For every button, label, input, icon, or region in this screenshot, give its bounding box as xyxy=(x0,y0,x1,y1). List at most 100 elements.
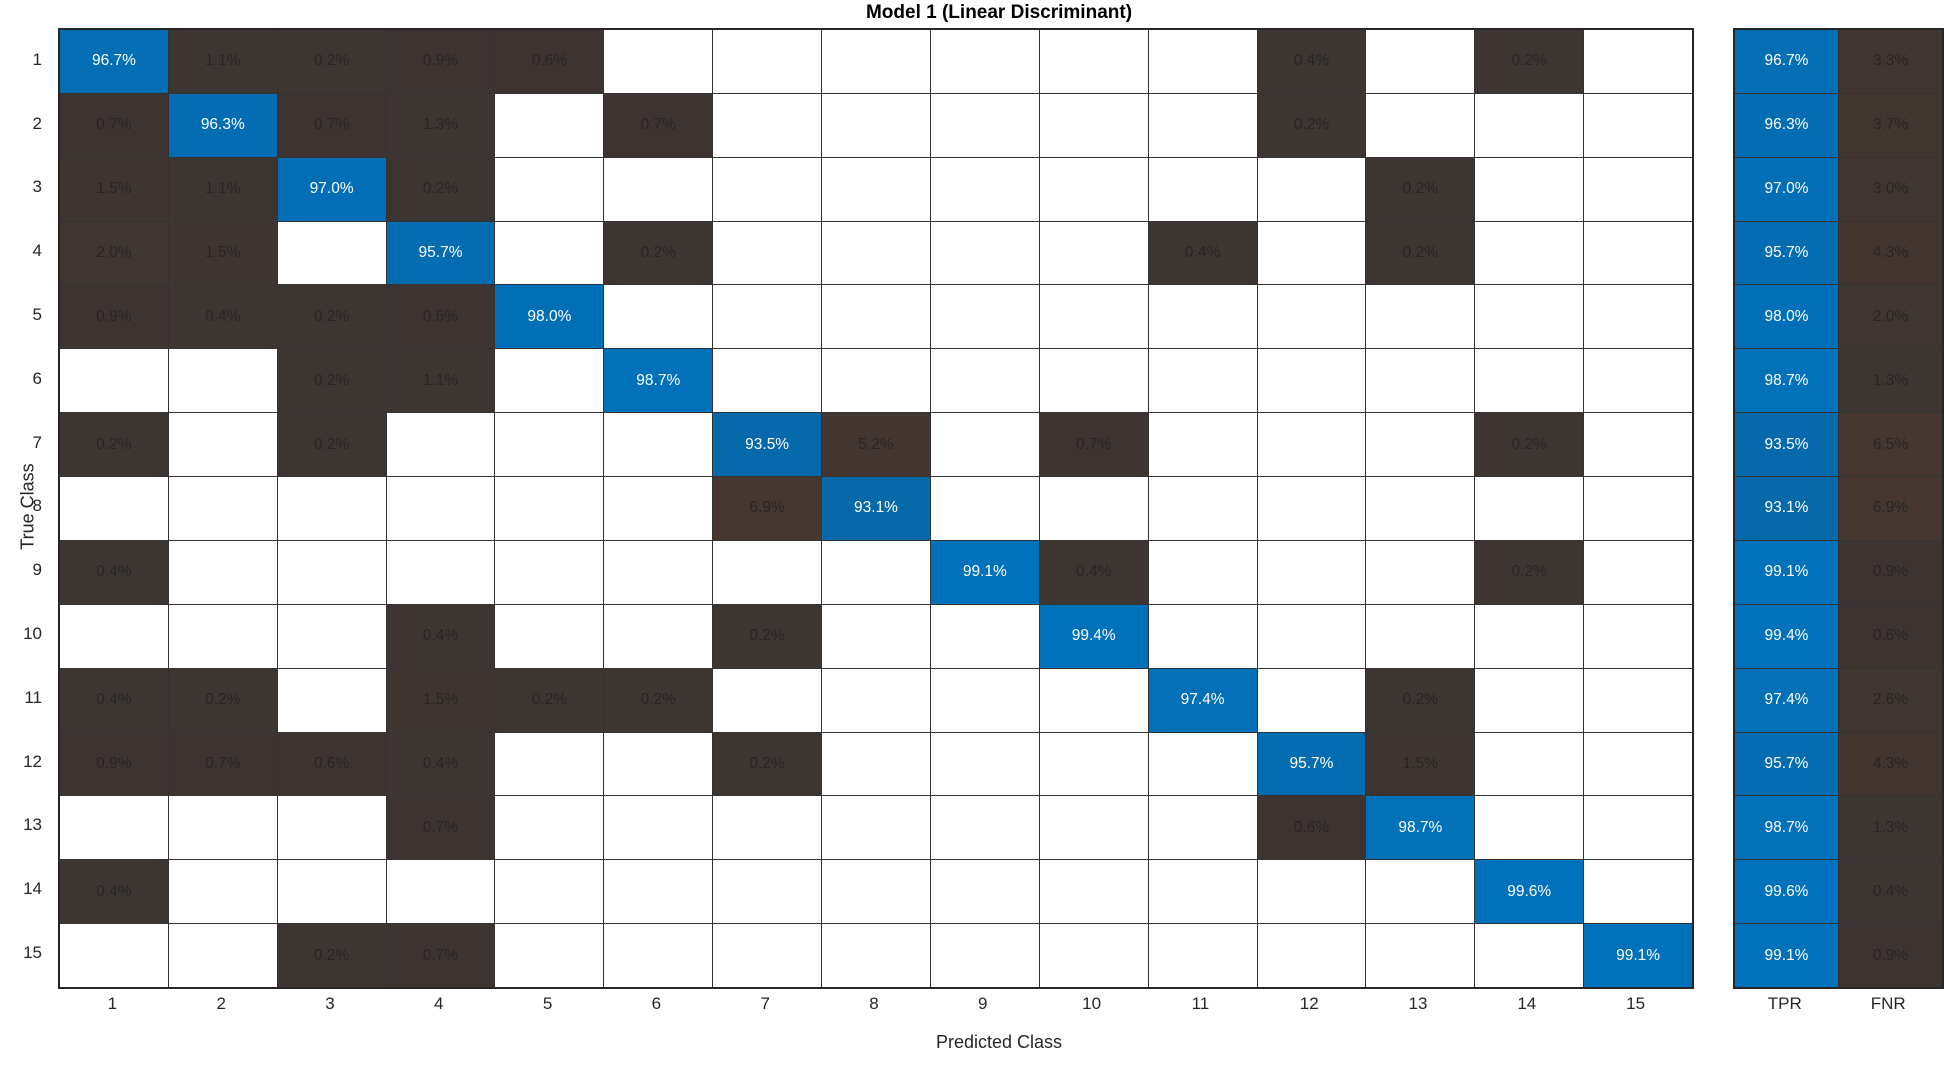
matrix-cell xyxy=(60,796,168,860)
matrix-cell xyxy=(495,477,604,540)
matrix-cell: 0.4% xyxy=(168,285,277,349)
matrix-cell xyxy=(822,860,930,924)
matrix-cell xyxy=(822,924,930,987)
matrix-cell xyxy=(822,285,930,349)
fnr-cell: 3.7% xyxy=(1839,93,1942,157)
matrix-cell xyxy=(1584,796,1692,860)
matrix-cell xyxy=(930,924,1039,987)
matrix-cell xyxy=(1148,796,1257,860)
matrix-cell xyxy=(1584,540,1692,604)
y-tick-label: 5 xyxy=(32,305,42,325)
matrix-cell xyxy=(1148,93,1257,157)
matrix-cell xyxy=(60,477,168,540)
matrix-cell: 0.2% xyxy=(1366,668,1475,732)
matrix-cell xyxy=(604,732,713,796)
fnr-cell: 3.3% xyxy=(1839,30,1942,93)
summary-header-label: TPR xyxy=(1767,994,1802,1013)
matrix-cell xyxy=(1148,413,1257,477)
fnr-cell: 0.9% xyxy=(1839,540,1942,604)
matrix-cell xyxy=(495,157,604,221)
matrix-cell: 0.4% xyxy=(1148,221,1257,285)
matrix-cell xyxy=(930,796,1039,860)
matrix-cell xyxy=(1475,796,1584,860)
matrix-cell: 0.2% xyxy=(277,30,386,93)
matrix-cell: 0.7% xyxy=(168,732,277,796)
matrix-cell xyxy=(1257,540,1366,604)
matrix-cell: 0.2% xyxy=(1475,540,1584,604)
y-tick-label: 6 xyxy=(32,368,42,388)
matrix-cell xyxy=(930,860,1039,924)
matrix-cell xyxy=(1257,604,1366,668)
matrix-cell xyxy=(1475,924,1584,987)
matrix-cell xyxy=(1584,30,1692,93)
matrix-cell xyxy=(713,668,822,732)
matrix-cell xyxy=(1257,860,1366,924)
fnr-cell: 1.3% xyxy=(1839,349,1942,413)
matrix-cell: 0.4% xyxy=(386,732,495,796)
x-tick-label: 2 xyxy=(216,994,226,1013)
matrix-cell: 0.2% xyxy=(604,221,713,285)
fnr-cell: 4.3% xyxy=(1839,221,1942,285)
matrix-cell xyxy=(604,413,713,477)
diagonal-cell: 96.7% xyxy=(60,30,168,93)
matrix-cell xyxy=(1039,221,1148,285)
matrix-cell xyxy=(713,93,822,157)
matrix-cell xyxy=(713,796,822,860)
matrix-cell xyxy=(713,924,822,987)
matrix-cell xyxy=(604,157,713,221)
tpr-cell: 96.7% xyxy=(1735,30,1838,93)
matrix-cell: 0.7% xyxy=(604,93,713,157)
matrix-cell xyxy=(1366,285,1475,349)
matrix-cell xyxy=(1584,477,1692,540)
y-tick-label: 4 xyxy=(32,241,42,261)
matrix-cell: 0.4% xyxy=(60,668,168,732)
diagonal-cell: 99.4% xyxy=(1039,604,1148,668)
matrix-cell xyxy=(1584,604,1692,668)
matrix-cell xyxy=(1584,860,1692,924)
matrix-cell xyxy=(277,860,386,924)
matrix-cell: 1.1% xyxy=(168,30,277,93)
matrix-cell xyxy=(277,668,386,732)
matrix-cell: 0.2% xyxy=(1366,221,1475,285)
matrix-cell: 0.2% xyxy=(713,604,822,668)
matrix-cell xyxy=(822,157,930,221)
matrix-cell: 0.2% xyxy=(277,924,386,987)
matrix-cell xyxy=(168,860,277,924)
matrix-cell xyxy=(1475,157,1584,221)
matrix-cell: 0.4% xyxy=(386,604,495,668)
matrix-cell xyxy=(822,668,930,732)
fnr-cell: 2.0% xyxy=(1839,285,1942,349)
matrix-cell xyxy=(1366,604,1475,668)
matrix-cell: 0.2% xyxy=(386,157,495,221)
tpr-cell: 97.4% xyxy=(1735,668,1838,732)
tpr-cell: 95.7% xyxy=(1735,732,1838,796)
matrix-cell: 0.2% xyxy=(277,349,386,413)
matrix-cell xyxy=(495,540,604,604)
matrix-cell: 0.2% xyxy=(1366,157,1475,221)
matrix-cell xyxy=(277,477,386,540)
matrix-cell xyxy=(1366,477,1475,540)
matrix-cell: 0.4% xyxy=(60,540,168,604)
fnr-cell: 1.3% xyxy=(1839,796,1942,860)
matrix-cell xyxy=(930,732,1039,796)
matrix-cell xyxy=(1257,221,1366,285)
matrix-cell xyxy=(604,860,713,924)
matrix-cell xyxy=(713,157,822,221)
diagonal-cell: 99.6% xyxy=(1475,860,1584,924)
summary-column-headers: TPR FNR xyxy=(1733,992,1940,1016)
matrix-cell xyxy=(1039,349,1148,413)
matrix-cell xyxy=(1148,540,1257,604)
matrix-cell xyxy=(1257,157,1366,221)
matrix-cell xyxy=(1148,924,1257,987)
matrix-cell xyxy=(1148,157,1257,221)
matrix-cell xyxy=(1257,285,1366,349)
matrix-cell xyxy=(604,604,713,668)
fnr-cell: 2.6% xyxy=(1839,668,1942,732)
matrix-cell xyxy=(1257,413,1366,477)
matrix-cell xyxy=(604,477,713,540)
matrix-cell: 0.6% xyxy=(386,285,495,349)
matrix-cell: 0.6% xyxy=(1257,796,1366,860)
matrix-cell xyxy=(822,540,930,604)
matrix-cell xyxy=(1584,668,1692,732)
tpr-cell: 93.5% xyxy=(1735,413,1838,477)
